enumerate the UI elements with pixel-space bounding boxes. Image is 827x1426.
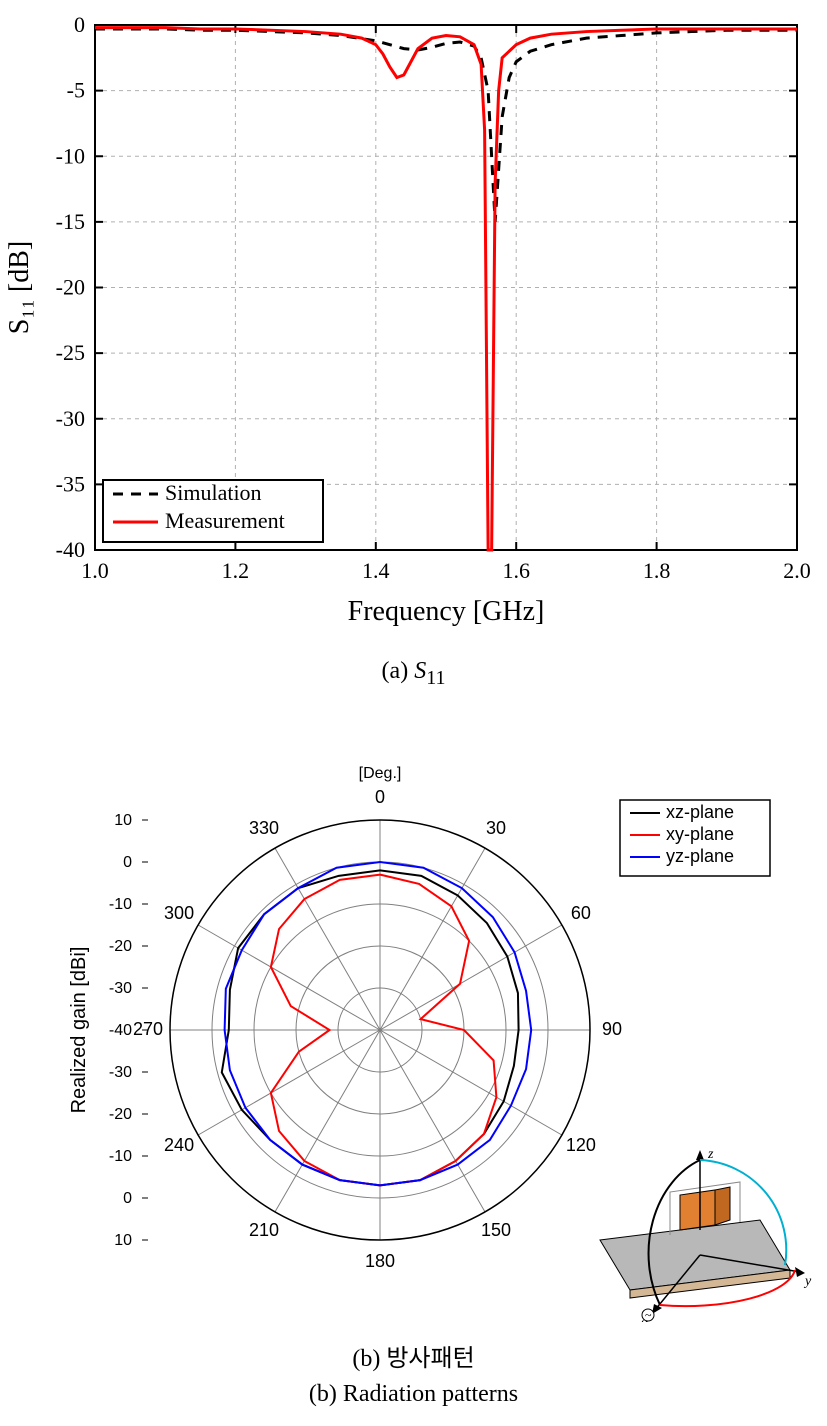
svg-text:1.8: 1.8 (643, 558, 671, 583)
svg-text:1.4: 1.4 (362, 558, 390, 583)
svg-text:-40: -40 (109, 1022, 132, 1039)
svg-text:-40: -40 (56, 537, 85, 562)
svg-text:Measurement: Measurement (165, 508, 285, 533)
svg-text:330: 330 (249, 818, 279, 838)
svg-text:10: 10 (114, 812, 132, 829)
svg-text:-30: -30 (109, 1064, 132, 1081)
svg-text:-20: -20 (109, 1106, 132, 1123)
caption-b-kr: (b) 방사패턴 (0, 1338, 827, 1373)
svg-text:2.0: 2.0 (783, 558, 811, 583)
svg-text:0: 0 (123, 1190, 132, 1207)
radiation-pattern-chart: 0 30 60 90 120 150 180 210 240 270 300 330 [Deg.] 10 0… (0, 730, 827, 1330)
svg-text:0: 0 (375, 787, 385, 807)
svg-text:1.2: 1.2 (222, 558, 250, 583)
svg-text:150: 150 (481, 1220, 511, 1240)
svg-text:1.0: 1.0 (81, 558, 109, 583)
svg-text:Realized gain [dBi]: Realized gain [dBi] (68, 946, 90, 1113)
svg-text:60: 60 (571, 903, 591, 923)
svg-text:0: 0 (74, 12, 85, 37)
svg-text:-35: -35 (56, 471, 85, 496)
svg-text:1.6: 1.6 (502, 558, 530, 583)
caption-a: (a) S11 (0, 658, 827, 690)
svg-text:-10: -10 (56, 143, 85, 168)
svg-text:10: 10 (114, 1232, 132, 1249)
svg-text:Simulation: Simulation (165, 480, 262, 505)
svg-text:90: 90 (602, 1019, 622, 1039)
svg-text:Frequency [GHz]: Frequency [GHz] (348, 596, 545, 627)
svg-text:300: 300 (164, 903, 194, 923)
radiation-svg: 0 30 60 90 120 150 180 210 240 270 300 330 [Deg.] 10 0… (0, 730, 827, 1330)
svg-text:180: 180 (365, 1251, 395, 1271)
svg-text:-10: -10 (109, 896, 132, 913)
svg-text:y: y (803, 1274, 812, 1289)
svg-text:yz-plane: yz-plane (666, 846, 734, 866)
s11-svg: 1.0 1.2 1.4 1.6 1.8 2.0 0 -5 -10 -15 -20 -25 -30 -35 -… (0, 10, 827, 650)
svg-text:270: 270 (133, 1019, 163, 1039)
svg-text:30: 30 (486, 818, 506, 838)
svg-text:0: 0 (123, 854, 132, 871)
svg-text:-15: -15 (56, 209, 85, 234)
s11-chart: 1.0 1.2 1.4 1.6 1.8 2.0 0 -5 -10 -15 -20 -25 -30 -35 -… (0, 10, 827, 650)
svg-text:-20: -20 (109, 938, 132, 955)
svg-text:[Deg.]: [Deg.] (359, 765, 402, 782)
svg-text:-10: -10 (109, 1148, 132, 1165)
svg-text:-30: -30 (56, 406, 85, 431)
svg-text:-30: -30 (109, 980, 132, 997)
svg-text:xz-plane: xz-plane (666, 802, 734, 822)
svg-text:240: 240 (164, 1135, 194, 1155)
svg-text:-20: -20 (56, 275, 85, 300)
caption-b-en: (b) Radiation patterns (0, 1381, 827, 1408)
svg-text:~: ~ (645, 1308, 652, 1322)
svg-text:xy-plane: xy-plane (666, 824, 734, 844)
svg-text:-25: -25 (56, 340, 85, 365)
svg-text:210: 210 (249, 1220, 279, 1240)
svg-text:S₁₁ [dB]: S₁₁ [dB] (4, 241, 35, 334)
svg-text:120: 120 (566, 1135, 596, 1155)
svg-text:-5: -5 (67, 78, 85, 103)
